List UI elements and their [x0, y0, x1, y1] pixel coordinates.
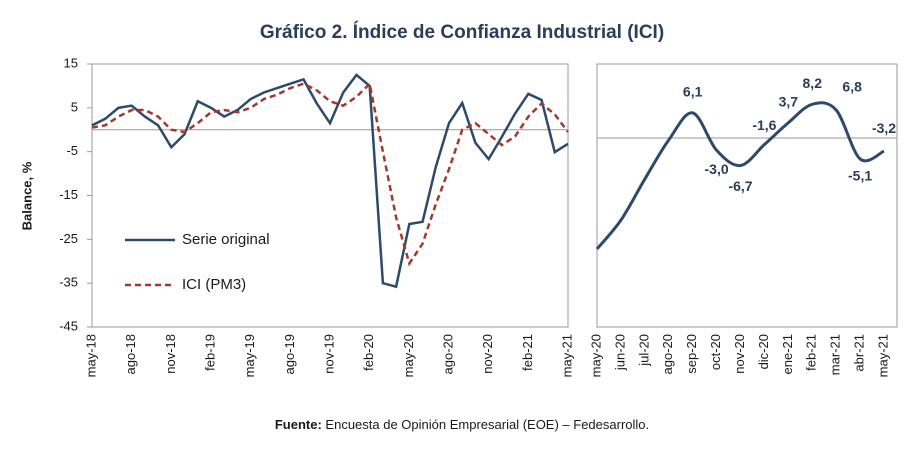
data-label: -6,7 — [728, 178, 752, 194]
y-tick-label: 15 — [64, 55, 78, 70]
x-tick-label: abr-21 — [852, 334, 867, 372]
data-label: 6,8 — [842, 79, 862, 95]
chart-title: Gráfico 2. Índice de Confianza Industria… — [260, 21, 664, 43]
x-tick-label: feb-19 — [202, 334, 217, 371]
x-tick-label: nov-18 — [163, 334, 178, 374]
source-text: Encuesta de Opinión Empresarial (EOE) – … — [325, 417, 649, 432]
y-tick-label: -5 — [66, 143, 78, 158]
plot-frame — [91, 63, 569, 328]
y-tick-label: -15 — [59, 187, 78, 202]
x-tick-label: ago-19 — [282, 334, 297, 374]
x-tick-label: jun-20 — [612, 334, 627, 371]
x-tick-label: nov-19 — [321, 334, 336, 374]
x-tick-label: nov-20 — [480, 334, 495, 374]
data-label: -3,0 — [705, 161, 729, 177]
x-tick-label: oct-20 — [708, 334, 723, 370]
data-label: -5,1 — [848, 168, 872, 184]
plot-frame — [596, 63, 898, 328]
x-tick-label: ago-18 — [123, 334, 138, 374]
x-tick-label: may-19 — [242, 334, 257, 377]
data-label: 6,1 — [683, 84, 703, 100]
x-tick-label: sep-20 — [684, 334, 699, 374]
y-tick-label: 5 — [71, 99, 78, 114]
data-label: -1,6 — [752, 117, 776, 133]
y-axis-label: Balance, % — [19, 161, 34, 230]
source-label: Fuente: — [275, 417, 322, 432]
x-tick-label: ago-20 — [440, 334, 455, 374]
x-tick-label: dic-20 — [756, 334, 771, 369]
x-tick-label: may-20 — [401, 334, 416, 377]
x-tick-label: may-21 — [875, 334, 890, 377]
x-tick-label: nov-20 — [732, 334, 747, 374]
legend-label: Serie original — [182, 231, 270, 248]
y-tick-label: -35 — [59, 275, 78, 290]
data-label: 8,2 — [803, 75, 823, 91]
x-tick-label: ago-20 — [660, 334, 675, 374]
x-tick-label: may-21 — [559, 334, 574, 377]
data-label: 3,7 — [779, 93, 799, 109]
line-series — [91, 81, 569, 267]
x-tick-label: jul-20 — [636, 334, 651, 367]
line-series — [595, 101, 885, 250]
x-tick-label: feb-21 — [520, 334, 535, 371]
x-tick-label: may-20 — [588, 334, 603, 377]
line-series — [91, 73, 569, 289]
x-tick-label: feb-21 — [804, 334, 819, 371]
x-tick-label: mar-21 — [828, 334, 843, 375]
source-note: Fuente: Encuesta de Opinión Empresarial … — [275, 417, 649, 432]
data-label: -3,2 — [872, 120, 896, 136]
legend-label: ICI (PM3) — [182, 276, 246, 293]
x-tick-label: may-18 — [83, 334, 98, 377]
y-tick-label: -45 — [59, 318, 78, 333]
y-tick-label: -25 — [59, 231, 78, 246]
x-tick-label: feb-20 — [361, 334, 376, 371]
x-tick-label: ene-21 — [780, 334, 795, 374]
